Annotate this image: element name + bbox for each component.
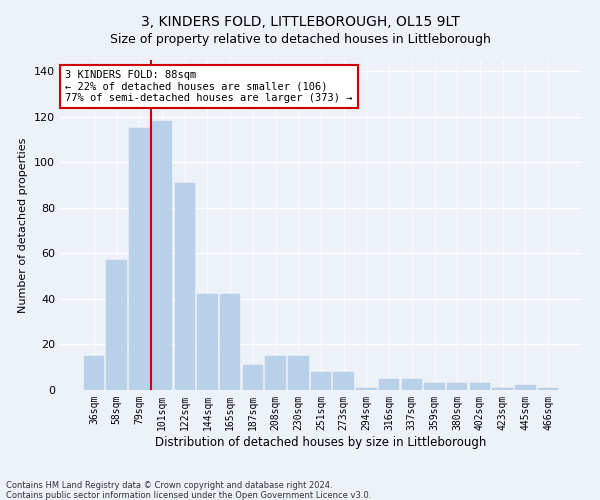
Bar [424,383,445,390]
Text: 3 KINDERS FOLD: 88sqm
← 22% of detached houses are smaller (106)
77% of semi-det: 3 KINDERS FOLD: 88sqm ← 22% of detached … [65,70,353,103]
Bar [220,294,241,390]
Text: Contains HM Land Registry data © Crown copyright and database right 2024.: Contains HM Land Registry data © Crown c… [6,480,332,490]
Text: 3, KINDERS FOLD, LITTLEBOROUGH, OL15 9LT: 3, KINDERS FOLD, LITTLEBOROUGH, OL15 9LT [140,15,460,29]
Text: Size of property relative to detached houses in Littleborough: Size of property relative to detached ho… [110,32,490,46]
Bar [493,388,513,390]
Bar [129,128,149,390]
Text: Contains public sector information licensed under the Open Government Licence v3: Contains public sector information licen… [6,490,371,500]
Bar [538,388,558,390]
Bar [311,372,331,390]
Bar [84,356,104,390]
Bar [447,383,467,390]
Bar [242,365,263,390]
Y-axis label: Number of detached properties: Number of detached properties [19,138,28,312]
Bar [379,378,400,390]
Bar [334,372,354,390]
Bar [175,183,195,390]
Bar [197,294,218,390]
Bar [288,356,308,390]
Bar [401,378,422,390]
X-axis label: Distribution of detached houses by size in Littleborough: Distribution of detached houses by size … [155,436,487,448]
Bar [515,386,536,390]
Bar [265,356,286,390]
Bar [152,122,172,390]
Bar [356,388,377,390]
Bar [106,260,127,390]
Bar [470,383,490,390]
